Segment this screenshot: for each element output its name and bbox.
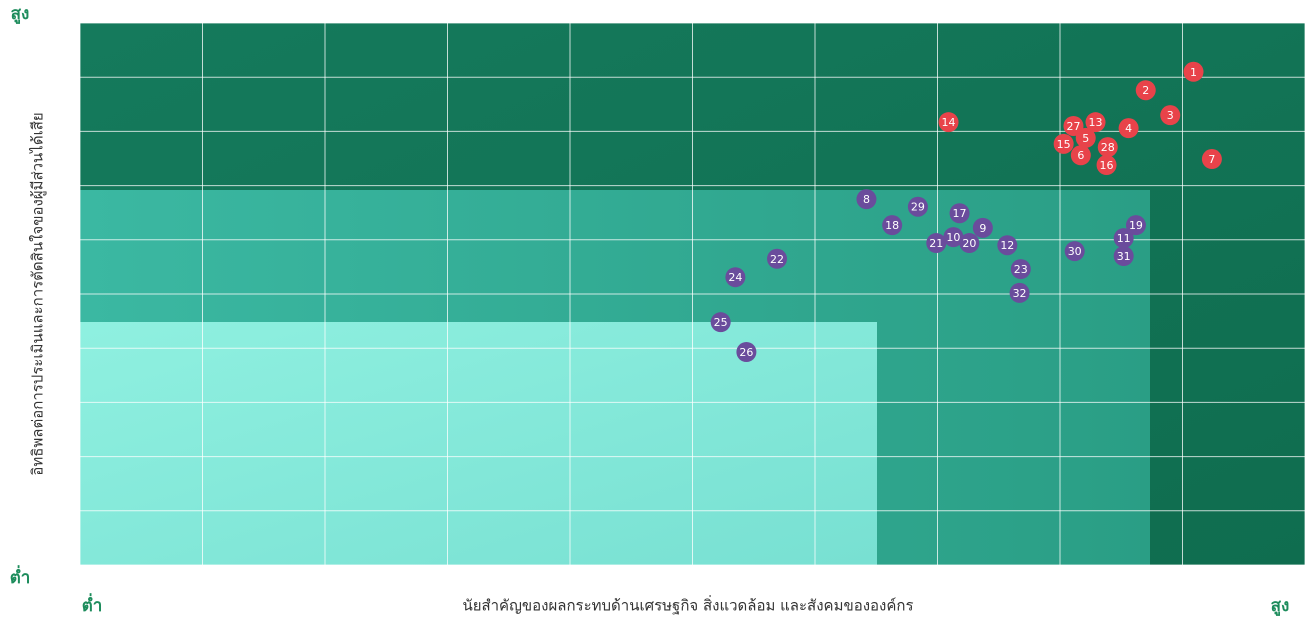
point-label: 10 bbox=[946, 231, 960, 244]
point-label: 20 bbox=[962, 237, 976, 250]
point bbox=[1118, 118, 1139, 139]
point-label: 25 bbox=[714, 316, 728, 329]
point bbox=[725, 267, 746, 288]
point bbox=[949, 203, 970, 224]
point bbox=[767, 248, 788, 269]
point bbox=[882, 215, 903, 236]
point bbox=[1070, 145, 1091, 166]
point-label: 32 bbox=[1013, 287, 1027, 300]
x-axis-title: นัยสำคัญของผลกระทบด้านเศรษฐกิจ สิ่งแวดล้… bbox=[462, 595, 913, 615]
point-label: 26 bbox=[739, 346, 753, 359]
point bbox=[1009, 282, 1030, 303]
point-label: 6 bbox=[1077, 149, 1084, 162]
point-label: 9 bbox=[979, 222, 986, 235]
point-label: 16 bbox=[1100, 159, 1114, 172]
point-label: 27 bbox=[1066, 120, 1080, 133]
point-label: 22 bbox=[770, 253, 784, 266]
point-label: 28 bbox=[1101, 141, 1115, 154]
point-label: 23 bbox=[1014, 263, 1028, 276]
point-label: 29 bbox=[911, 201, 925, 214]
point-label: 24 bbox=[728, 271, 742, 284]
point bbox=[1201, 149, 1222, 170]
point bbox=[1096, 155, 1117, 176]
point bbox=[1097, 137, 1118, 158]
point bbox=[926, 233, 947, 254]
point bbox=[1125, 215, 1146, 236]
point-label: 11 bbox=[1117, 232, 1131, 245]
point-label: 19 bbox=[1129, 219, 1143, 232]
point bbox=[710, 312, 731, 333]
point bbox=[972, 217, 993, 238]
point-label: 21 bbox=[929, 237, 943, 250]
point-label: 14 bbox=[942, 116, 956, 129]
x-high-label: สูง bbox=[1271, 596, 1290, 617]
y-low-label: ต่ำ bbox=[10, 565, 31, 588]
point bbox=[1064, 241, 1085, 262]
point bbox=[959, 233, 980, 254]
point bbox=[856, 189, 877, 210]
point-label: 17 bbox=[953, 207, 967, 220]
point bbox=[1183, 61, 1204, 82]
point bbox=[1113, 246, 1134, 267]
point bbox=[1053, 133, 1074, 154]
point bbox=[1135, 80, 1156, 101]
point bbox=[736, 341, 757, 362]
point bbox=[907, 196, 928, 217]
point-label: 4 bbox=[1125, 122, 1132, 135]
point-label: 5 bbox=[1082, 132, 1089, 145]
point bbox=[1075, 127, 1096, 148]
point bbox=[1063, 115, 1084, 136]
point bbox=[1160, 105, 1181, 126]
point bbox=[938, 112, 959, 133]
y-axis-title: อิทธิพลต่อการประเมินและการตัดสินใจของผู้… bbox=[29, 112, 47, 475]
point bbox=[943, 227, 964, 248]
zone-low bbox=[80, 322, 877, 565]
point-label: 13 bbox=[1089, 116, 1103, 129]
point-label: 1 bbox=[1190, 66, 1197, 79]
y-high-label: สูง bbox=[11, 4, 30, 25]
point bbox=[997, 235, 1018, 256]
x-low-label: ต่ำ bbox=[82, 593, 103, 616]
point-label: 7 bbox=[1208, 153, 1215, 166]
point-label: 15 bbox=[1057, 138, 1071, 151]
point-label: 3 bbox=[1167, 109, 1174, 122]
point-label: 12 bbox=[1000, 239, 1014, 252]
point-label: 2 bbox=[1142, 84, 1149, 97]
point-label: 30 bbox=[1068, 245, 1082, 258]
point-label: 18 bbox=[885, 219, 899, 232]
point bbox=[1113, 228, 1134, 249]
point-label: 31 bbox=[1117, 250, 1131, 263]
point bbox=[1010, 259, 1031, 280]
point-label: 8 bbox=[863, 193, 870, 206]
point bbox=[1085, 112, 1106, 133]
